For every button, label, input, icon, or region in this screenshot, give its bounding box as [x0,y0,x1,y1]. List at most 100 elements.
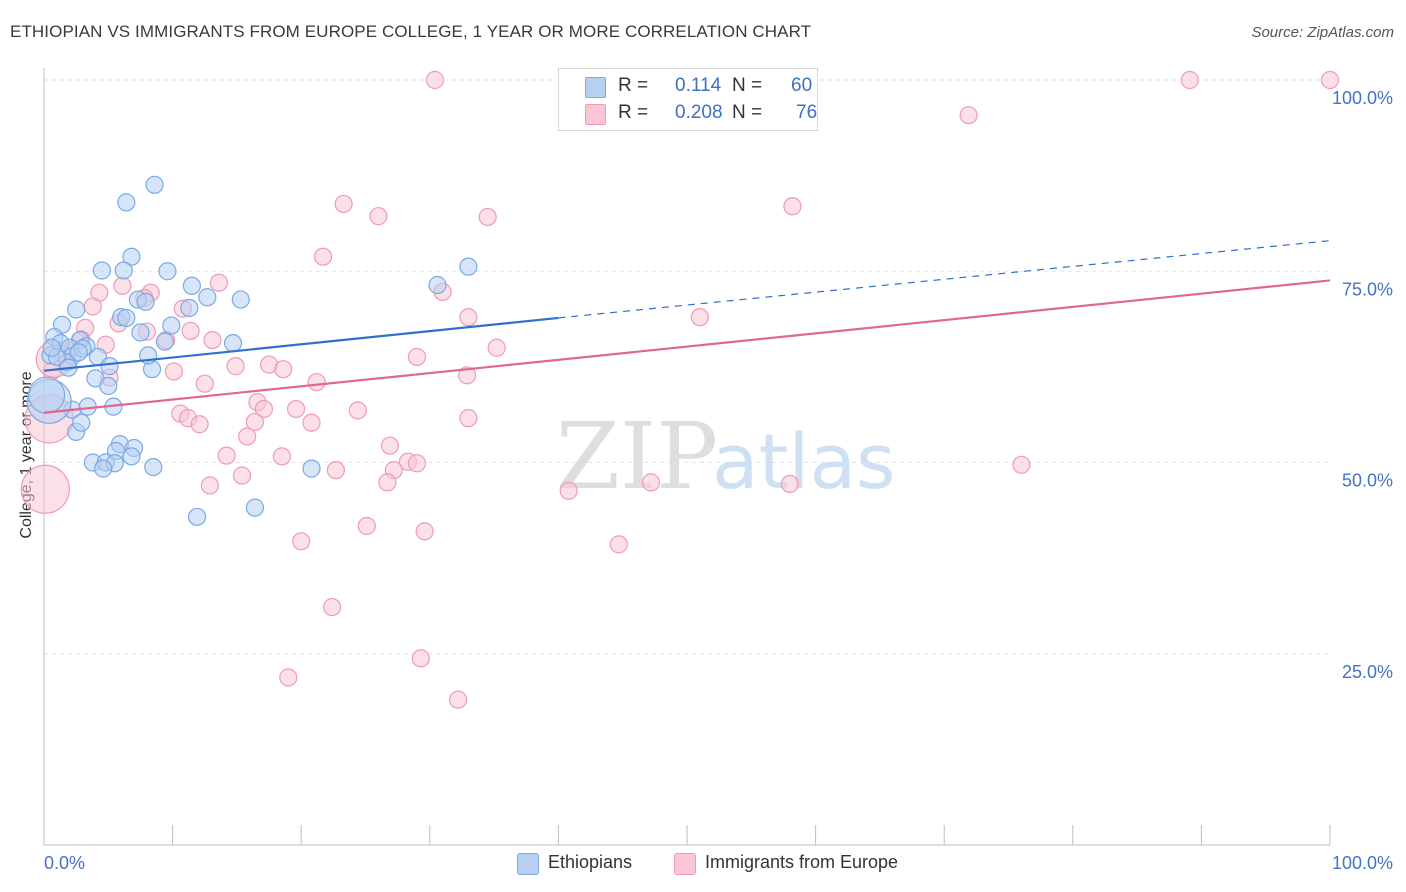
europe-point-4 [334,194,353,214]
bottom-legend-swatch-ethiopians [517,853,539,875]
legend-r-label: R = [618,75,649,96]
europe-point-60 [780,474,799,494]
legend-swatch-europe [585,104,606,125]
legend-r-value-europe: 0.208 [675,102,723,123]
ethiopian-point-41 [122,447,141,466]
y-tick-label-2: 50.0% [1342,471,1393,491]
chart-title: ETHIOPIAN VS IMMIGRANTS FROM EUROPE COLL… [10,22,812,41]
ethiopian-point-17 [131,323,150,342]
europe-point-1 [1180,70,1199,90]
legend-swatch-ethiopians [585,77,606,98]
europe-point-67 [322,597,342,617]
europe-point-56 [232,466,252,485]
europe-point-59 [641,473,661,492]
europe-point-48 [238,427,257,446]
correlation-legend: R = 0.114 N = 60 R = 0.208 N = 76 [558,68,818,131]
ethiopian-point-31 [99,376,118,396]
ethiopian-points [26,175,478,526]
ethiopian-point-9 [180,298,199,318]
europe-point-34 [457,366,477,385]
europe-point-53 [407,454,427,473]
axes [43,68,1331,846]
ethiopian-point-49 [428,275,447,295]
ethiopian-point-13 [162,316,181,335]
x-tick-label-left: 0.0% [44,853,85,873]
europe-point-24 [203,331,222,350]
europe-point-35 [307,373,326,392]
europe-point-51 [272,447,292,466]
y-tick-label-0: 100.0% [1332,88,1393,108]
ethiopian-point-56 [69,343,88,362]
y-tick-label-3: 25.0% [1342,662,1393,682]
europe-point-50 [217,446,236,465]
ethiopian-point-2 [122,247,141,266]
europe-point-57 [1012,455,1031,474]
ethiopian-point-45 [94,459,113,478]
europe-point-32 [274,360,293,379]
ethiopian-point-42 [144,457,163,477]
europe-point-5 [783,197,802,216]
ethiopian-point-3 [92,261,111,280]
europe-point-39 [254,399,274,419]
europe-point-72 [20,464,70,514]
europe-points [20,70,1340,709]
legend-n-value-ethiopians: 60 [791,75,813,96]
europe-point-2 [1320,70,1340,90]
ethiopian-point-54 [42,338,61,357]
legend-r-label: R = [618,102,649,123]
watermark: ZIP atlas [556,403,896,510]
europe-point-61 [200,476,219,495]
europe-point-47 [459,409,478,428]
ethiopian-point-24 [100,357,119,376]
ethiopian-point-1 [117,193,136,212]
bottom-legend-label-ethiopians: Ethiopians [548,852,633,872]
europe-point-27 [487,338,506,357]
europe-point-65 [292,532,311,551]
y-tick-label-1: 75.0% [1342,279,1393,299]
ethiopian-point-59 [117,308,136,328]
ethiopian-point-27 [223,334,243,353]
ethiopian-point-36 [72,413,91,432]
bottom-legend-swatch-europe [674,853,696,875]
europe-point-31 [164,362,183,381]
europe-point-28 [407,347,427,367]
source-label: Source: ZipAtlas.com [1251,24,1394,41]
legend-r-value-ethiopians: 0.114 [675,75,722,96]
europe-point-64 [415,522,434,541]
europe-point-14 [83,297,102,316]
europe-point-21 [690,308,709,327]
ethiopian-point-58 [136,292,155,311]
europe-point-10 [113,276,132,295]
ethiopian-point-46 [187,507,207,526]
ethiopian-point-26 [155,332,174,351]
europe-point-69 [279,668,298,687]
europe-point-70 [448,690,468,709]
europe-point-58 [378,473,397,492]
europe-point-45 [245,412,265,432]
europe-point-9 [209,273,228,292]
ethiopian-point-57 [231,290,250,309]
ethiopian-point-6 [182,276,201,295]
europe-point-68 [411,649,430,668]
europe-trend-line [43,279,1331,414]
europe-point-20 [459,308,478,327]
ethiopian-trend-line [43,316,559,372]
ethiopian-point-53 [27,376,66,414]
europe-point-0 [425,70,445,90]
legend-n-label: N = [732,75,763,96]
europe-point-55 [326,461,346,480]
ethiopian-point-0 [145,175,164,194]
x-tick-label-right: 100.0% [1332,853,1393,873]
europe-point-44 [190,415,209,434]
europe-point-7 [478,207,497,227]
trend-lines [43,240,1331,414]
ethiopian-point-47 [245,498,265,517]
legend-n-label: N = [732,102,763,123]
watermark-zip: ZIP [556,403,718,510]
europe-point-63 [357,516,376,536]
europe-point-6 [369,207,388,226]
europe-point-66 [609,535,628,554]
europe-point-62 [559,481,578,500]
europe-point-40 [286,399,306,419]
